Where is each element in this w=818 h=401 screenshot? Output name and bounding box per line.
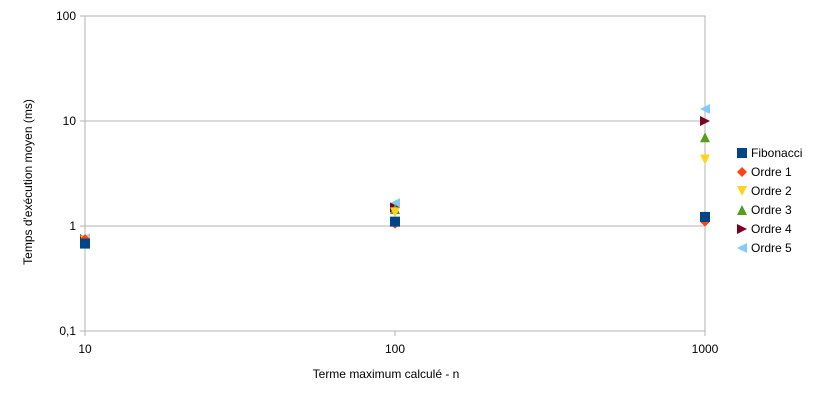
legend-entry: Ordre 1: [751, 165, 792, 179]
legend-entry: Fibonacci: [751, 146, 802, 160]
legend-marker: [737, 243, 747, 253]
x-tick-label: 10: [78, 342, 92, 356]
legend-entry: Ordre 2: [751, 184, 792, 198]
y-tick-label: 1: [69, 219, 76, 233]
x-tick-label: 100: [385, 342, 405, 356]
legend-entry: Ordre 5: [751, 241, 792, 255]
y-tick-label: 10: [63, 114, 77, 128]
x-axis-ticks: 10 100 1000: [78, 331, 719, 356]
data-point: [700, 104, 710, 115]
x-axis-title: Terme maximum calculé - n: [313, 367, 460, 381]
legend-entry: Ordre 4: [751, 222, 792, 236]
data-point: [80, 238, 90, 249]
data-point: [700, 116, 710, 126]
data-points: [80, 104, 710, 249]
y-axis-ticks: 0,1 1 10 100: [56, 9, 85, 338]
data-point: [700, 154, 710, 165]
legend-marker: [737, 224, 747, 234]
data-point: [390, 198, 400, 209]
x-tick-label: 1000: [692, 342, 719, 356]
legend-marker: [737, 167, 747, 177]
grid-lines: [85, 15, 705, 332]
y-tick-label: 0,1: [59, 324, 76, 338]
legend-marker: [737, 148, 747, 158]
data-point: [700, 211, 710, 222]
data-point: [390, 216, 400, 227]
data-point: [700, 132, 710, 143]
legend: Fibonacci Ordre 1 Ordre 2 Ordre 3 Ordre 4 Ord…: [737, 146, 802, 255]
data-point: [390, 207, 400, 218]
legend-marker: [737, 205, 747, 215]
legend-entry: Ordre 3: [751, 203, 792, 217]
legend-marker: [737, 186, 747, 196]
y-tick-label: 100: [56, 9, 76, 23]
y-axis-title: Temps d'exécution moyen (ms): [21, 99, 35, 265]
plot-area: [84, 15, 706, 332]
